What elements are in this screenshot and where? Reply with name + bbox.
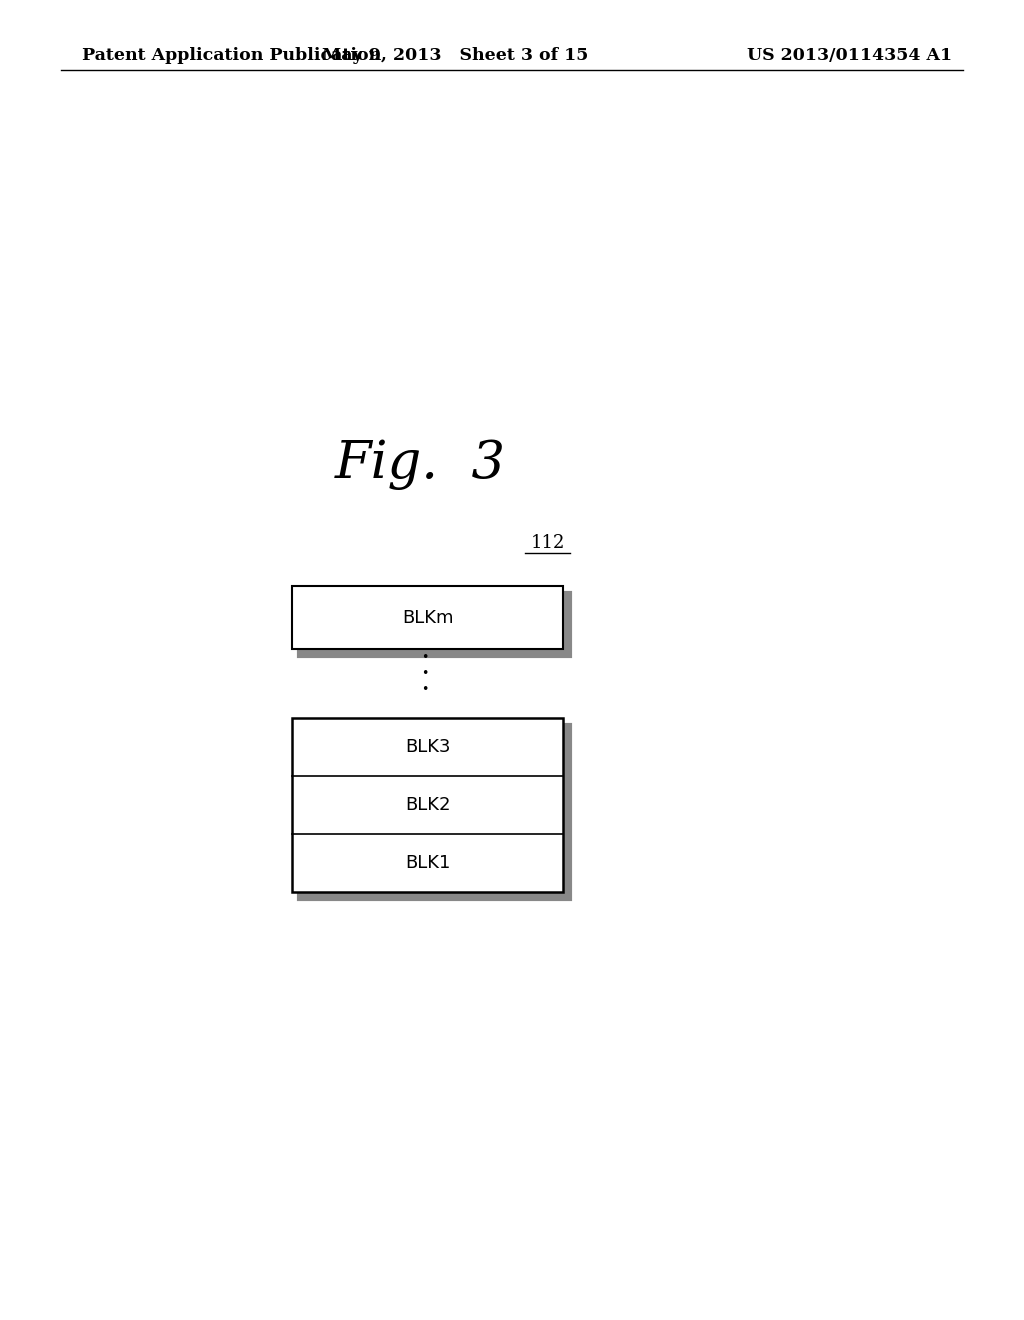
Bar — [299, 593, 570, 656]
Text: BLK2: BLK2 — [404, 796, 451, 814]
Text: 112: 112 — [530, 533, 565, 552]
Text: BLK3: BLK3 — [404, 738, 451, 756]
Text: •: • — [421, 667, 429, 680]
Text: •: • — [421, 682, 429, 696]
Bar — [292, 718, 563, 892]
Text: •: • — [421, 651, 429, 664]
Text: May 9, 2013   Sheet 3 of 15: May 9, 2013 Sheet 3 of 15 — [323, 48, 589, 63]
Bar — [292, 586, 563, 649]
Text: BLKm: BLKm — [401, 609, 454, 627]
Bar — [299, 725, 570, 899]
Text: Fig.  3: Fig. 3 — [335, 440, 505, 490]
Text: BLK1: BLK1 — [404, 854, 451, 873]
Text: Patent Application Publication: Patent Application Publication — [82, 48, 381, 63]
Text: US 2013/0114354 A1: US 2013/0114354 A1 — [748, 48, 952, 63]
